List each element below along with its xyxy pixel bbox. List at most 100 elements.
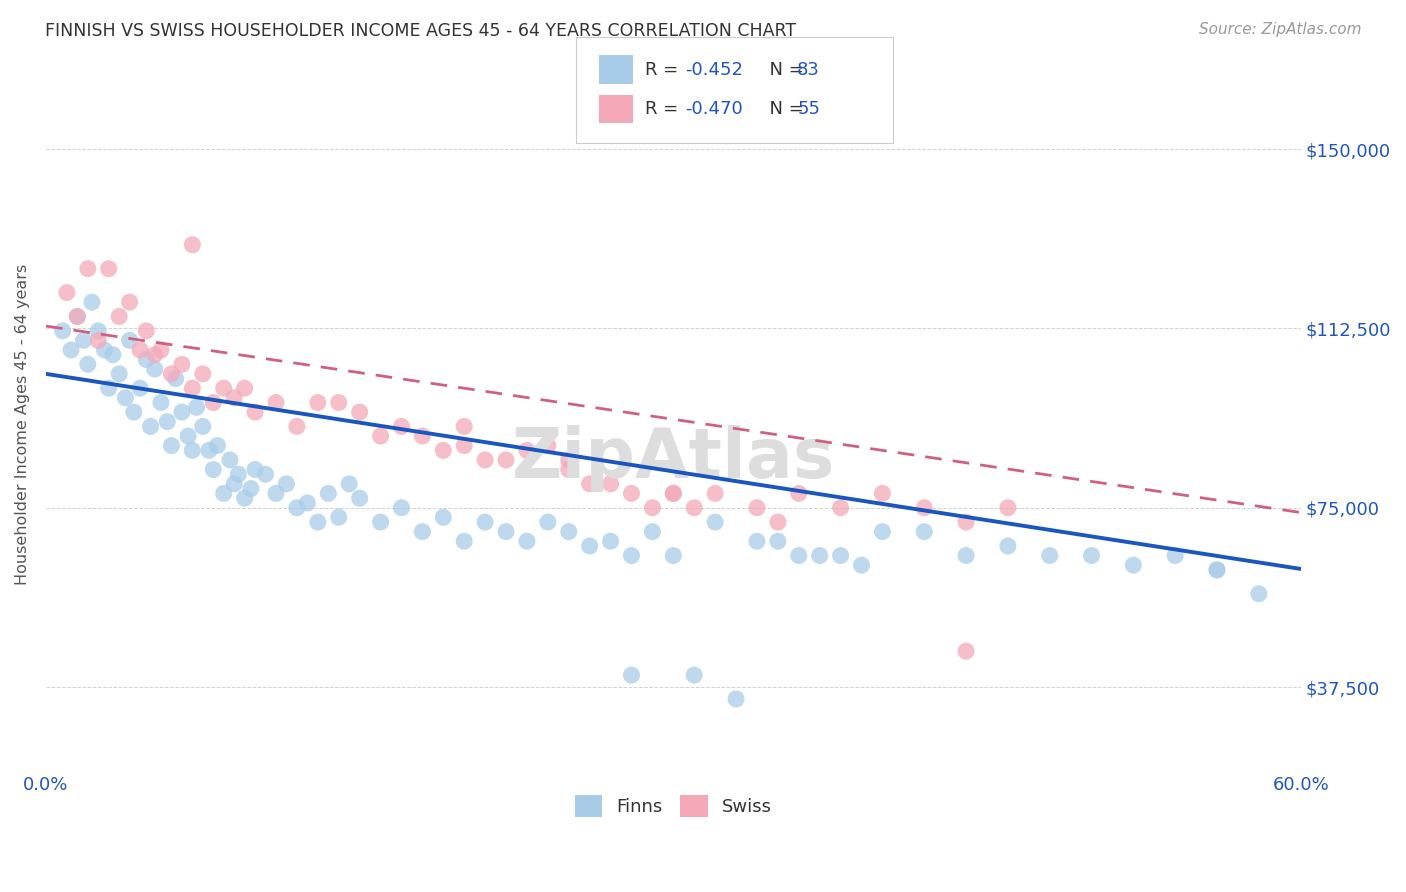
Point <box>122 405 145 419</box>
Point <box>1206 563 1229 577</box>
Legend: Finns, Swiss: Finns, Swiss <box>568 788 779 824</box>
Point <box>662 486 685 500</box>
Point <box>558 453 581 467</box>
Point <box>683 500 706 515</box>
Text: 83: 83 <box>797 61 820 78</box>
Point <box>243 405 266 419</box>
Point <box>1206 563 1229 577</box>
Point <box>620 668 643 682</box>
Point <box>453 534 475 549</box>
Point <box>955 549 977 563</box>
Point <box>276 476 298 491</box>
Point <box>997 500 1019 515</box>
Point <box>66 310 89 324</box>
Point <box>337 476 360 491</box>
Text: ZipAtlas: ZipAtlas <box>512 425 835 492</box>
Point <box>149 343 172 357</box>
Point <box>202 462 225 476</box>
Point <box>108 367 131 381</box>
Point <box>349 405 371 419</box>
Point <box>93 343 115 357</box>
Point <box>160 367 183 381</box>
Point <box>495 524 517 539</box>
Point <box>474 453 496 467</box>
Point <box>411 429 433 443</box>
Point <box>432 510 454 524</box>
Point <box>787 486 810 500</box>
Point <box>495 453 517 467</box>
Point <box>143 348 166 362</box>
Text: FINNISH VS SWISS HOUSEHOLDER INCOME AGES 45 - 64 YEARS CORRELATION CHART: FINNISH VS SWISS HOUSEHOLDER INCOME AGES… <box>45 22 796 40</box>
Point <box>264 486 287 500</box>
Point <box>872 486 894 500</box>
Point <box>170 357 193 371</box>
Point <box>212 486 235 500</box>
Point <box>72 334 94 348</box>
Point <box>851 558 873 573</box>
Point <box>872 524 894 539</box>
Point <box>143 362 166 376</box>
Point <box>558 524 581 539</box>
Point <box>108 310 131 324</box>
Text: R =: R = <box>645 100 685 118</box>
Point <box>391 419 413 434</box>
Point <box>1247 587 1270 601</box>
Point <box>662 549 685 563</box>
Point <box>224 476 246 491</box>
Point <box>370 515 392 529</box>
Y-axis label: Householder Income Ages 45 - 64 years: Householder Income Ages 45 - 64 years <box>15 263 30 584</box>
Point <box>766 534 789 549</box>
Point <box>239 482 262 496</box>
Point <box>830 500 852 515</box>
Text: R =: R = <box>645 61 685 78</box>
Point <box>997 539 1019 553</box>
Point <box>191 367 214 381</box>
Point <box>198 443 221 458</box>
Point <box>254 467 277 482</box>
Point <box>76 261 98 276</box>
Point <box>219 453 242 467</box>
Point <box>578 476 600 491</box>
Point <box>52 324 75 338</box>
Point <box>97 381 120 395</box>
Point <box>1080 549 1102 563</box>
Point <box>349 491 371 505</box>
Point <box>316 486 339 500</box>
Point <box>1039 549 1062 563</box>
Point <box>118 334 141 348</box>
Point <box>328 510 350 524</box>
Point <box>160 439 183 453</box>
Point <box>224 391 246 405</box>
Point <box>297 496 319 510</box>
Point <box>191 419 214 434</box>
Point <box>620 549 643 563</box>
Point <box>181 443 204 458</box>
Point <box>370 429 392 443</box>
Point <box>87 334 110 348</box>
Point <box>641 524 664 539</box>
Point <box>453 419 475 434</box>
Point <box>912 500 935 515</box>
Point <box>724 692 747 706</box>
Point <box>432 443 454 458</box>
Point <box>599 476 621 491</box>
Point <box>558 462 581 476</box>
Text: -0.470: -0.470 <box>685 100 742 118</box>
Point <box>808 549 831 563</box>
Point <box>212 381 235 395</box>
Point <box>118 295 141 310</box>
Point <box>66 310 89 324</box>
Point <box>787 549 810 563</box>
Point <box>704 515 727 529</box>
Point <box>177 429 200 443</box>
Point <box>170 405 193 419</box>
Point <box>516 534 538 549</box>
Point <box>228 467 250 482</box>
Point <box>135 352 157 367</box>
Point <box>620 486 643 500</box>
Point <box>243 462 266 476</box>
Point <box>233 381 256 395</box>
Point <box>76 357 98 371</box>
Point <box>186 401 208 415</box>
Point <box>537 515 560 529</box>
